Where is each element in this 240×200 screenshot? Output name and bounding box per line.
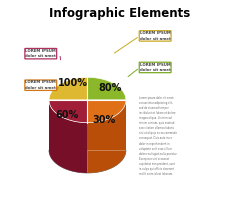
Polygon shape — [87, 100, 126, 123]
Text: 30%: 30% — [92, 115, 115, 125]
Text: 80%: 80% — [99, 83, 122, 93]
Polygon shape — [87, 100, 126, 173]
Text: LOREM IPSUM
dolor sit amet: LOREM IPSUM dolor sit amet — [140, 31, 171, 41]
Polygon shape — [49, 100, 87, 123]
Polygon shape — [49, 77, 87, 100]
Polygon shape — [49, 100, 87, 173]
Text: LOREM IPSUM
dolor sit amet: LOREM IPSUM dolor sit amet — [140, 63, 171, 72]
Text: 100%: 100% — [58, 78, 88, 88]
Polygon shape — [87, 77, 126, 100]
Text: Lorem ipsum dolor sit amet,
consectetur adipiscing elit,
sed do eiusmod tempor
i: Lorem ipsum dolor sit amet, consectetur … — [139, 96, 177, 176]
Text: LOREM IPSUM
dolor sit amet: LOREM IPSUM dolor sit amet — [25, 49, 56, 58]
Text: Infographic Elements: Infographic Elements — [49, 7, 191, 20]
Text: 60%: 60% — [56, 110, 79, 120]
Polygon shape — [87, 100, 126, 150]
Text: LOREM IPSUM
dolor sit amet: LOREM IPSUM dolor sit amet — [25, 80, 56, 90]
